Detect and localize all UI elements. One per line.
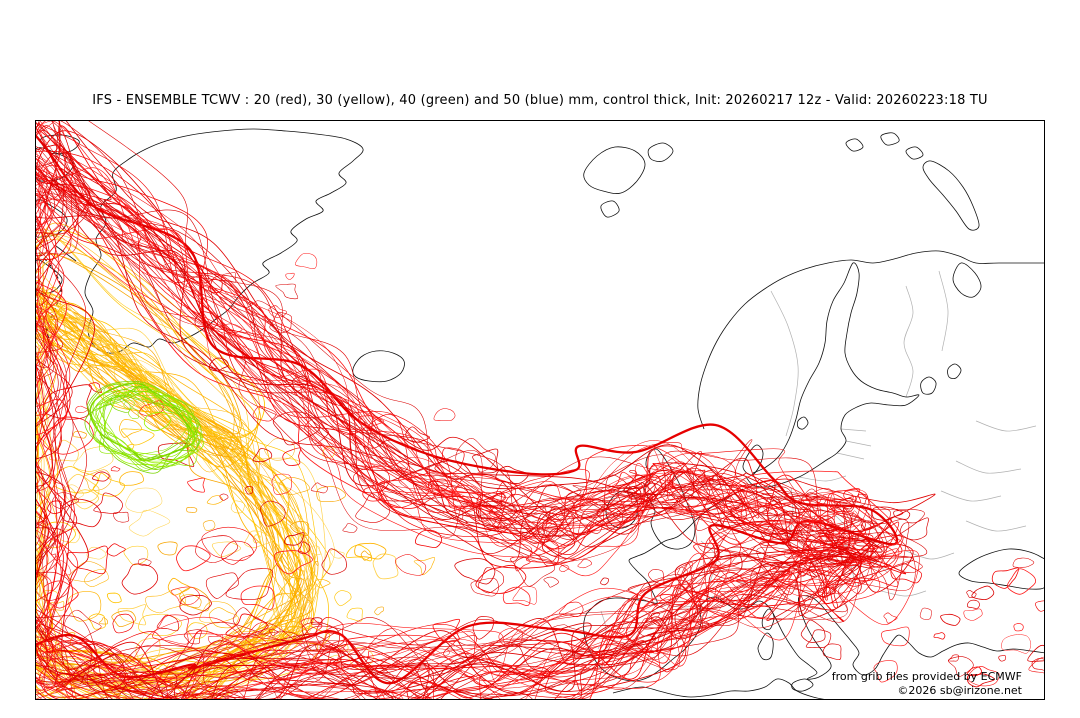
attribution-source: from grib files provided by ECMWF [831, 670, 1022, 683]
attribution-copyright: ©2026 sb@irizone.net [897, 684, 1022, 697]
map-canvas [36, 121, 1044, 699]
chart-title: IFS - ENSEMBLE TCWV : 20 (red), 30 (yell… [92, 93, 988, 108]
ensemble-contours-layer [36, 121, 1044, 699]
map-frame: from grib files provided by ECMWF ©2026 … [35, 120, 1045, 700]
